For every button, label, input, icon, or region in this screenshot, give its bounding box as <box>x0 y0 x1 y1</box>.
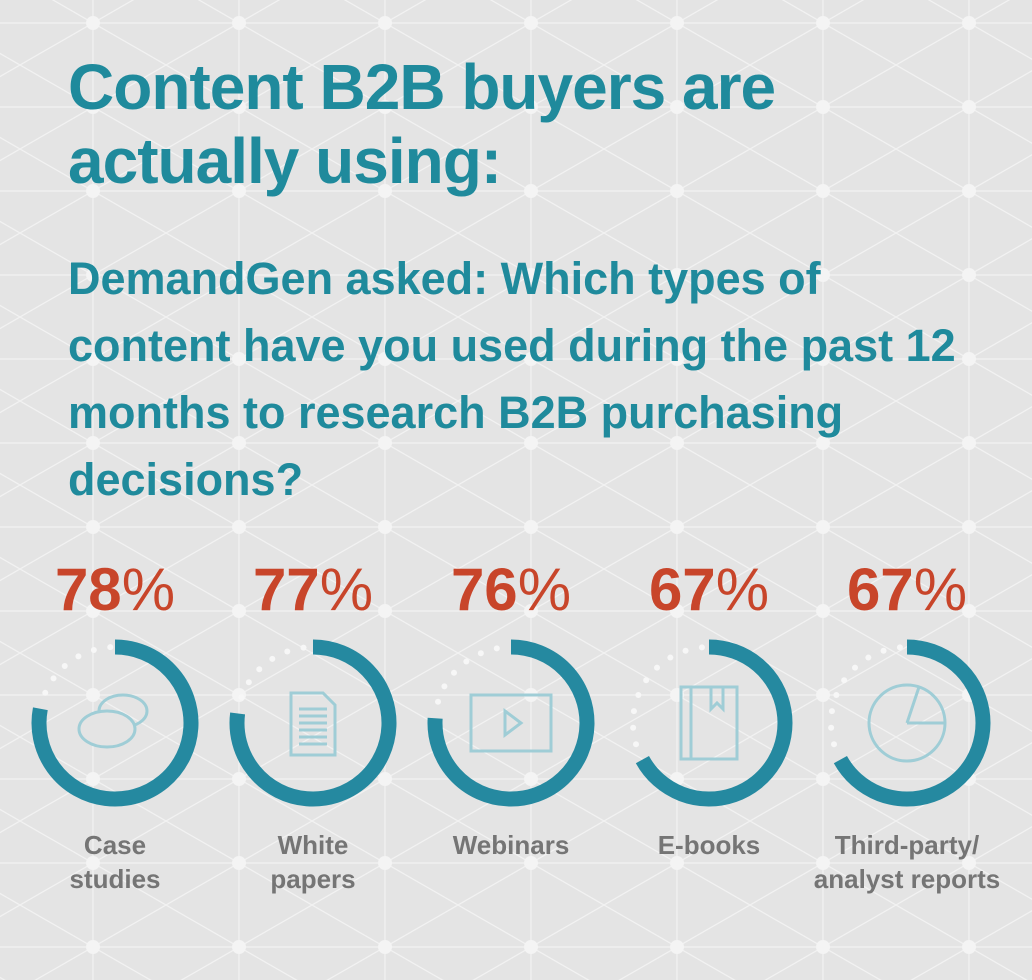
track-dot <box>451 669 458 676</box>
gauge-arc <box>833 639 991 807</box>
track-dot <box>245 679 252 686</box>
track-dot <box>50 675 57 682</box>
value-label: 78% <box>55 556 175 623</box>
gauge-arc <box>229 639 397 807</box>
track-dot <box>828 708 835 715</box>
track-dot <box>896 644 903 651</box>
icon <box>77 709 137 749</box>
icon-group <box>289 691 337 757</box>
icon <box>289 691 337 757</box>
gauge-arc <box>635 639 793 807</box>
track-dot <box>831 741 838 748</box>
track-dot <box>852 664 859 671</box>
track-dot <box>463 658 470 665</box>
track-dot <box>635 691 642 698</box>
category-label: Third-party/ analyst reports <box>813 830 1001 894</box>
icon-group <box>77 693 149 749</box>
track-dot <box>841 677 848 684</box>
track-dot <box>75 653 82 660</box>
track-dot <box>630 724 637 731</box>
track-dot <box>441 683 448 690</box>
track-dot <box>256 666 263 673</box>
track-dot <box>42 689 49 696</box>
value-label: 67% <box>649 556 769 623</box>
icon-group <box>469 693 553 753</box>
icon-group <box>679 685 739 761</box>
value-label: 76% <box>451 556 571 623</box>
track-dot <box>90 647 97 654</box>
icon <box>709 687 725 713</box>
category-label: E-books <box>657 830 761 860</box>
track-dot <box>435 698 442 705</box>
track-dot <box>698 644 705 651</box>
title: Content B2B buyers are actually using: <box>68 51 776 197</box>
gauge-arc <box>31 639 199 807</box>
track-dot <box>633 741 640 748</box>
chart: 78% 77% 76% 67% 67% <box>31 556 991 807</box>
track-dot <box>643 677 650 684</box>
track-dot <box>880 647 887 654</box>
track-dot <box>833 691 840 698</box>
category-label: White papers <box>270 830 356 894</box>
track-dot <box>630 708 637 715</box>
track-dot <box>667 654 674 661</box>
value-label: 77% <box>253 556 373 623</box>
icon <box>905 686 945 725</box>
track-dot <box>654 664 661 671</box>
track-dot <box>61 662 68 669</box>
category-label: Case studies <box>69 830 161 894</box>
category-label: Webinars <box>452 830 570 860</box>
icon-group <box>867 683 947 763</box>
track-dot <box>238 694 245 701</box>
track-dot <box>477 650 484 657</box>
value-label: 67% <box>847 556 967 623</box>
icon <box>503 708 524 738</box>
icon <box>469 693 553 753</box>
track-dot <box>865 654 872 661</box>
gauge-arc <box>427 639 595 807</box>
track-dot <box>682 647 689 654</box>
subtitle: DemandGen asked: Which types of content … <box>68 253 956 505</box>
track-dot <box>300 644 307 651</box>
icon <box>679 685 739 761</box>
track-dot <box>828 724 835 731</box>
track-dot <box>493 645 500 652</box>
track-dot <box>269 655 276 662</box>
track-dot <box>107 644 114 651</box>
track-dot <box>284 648 291 655</box>
